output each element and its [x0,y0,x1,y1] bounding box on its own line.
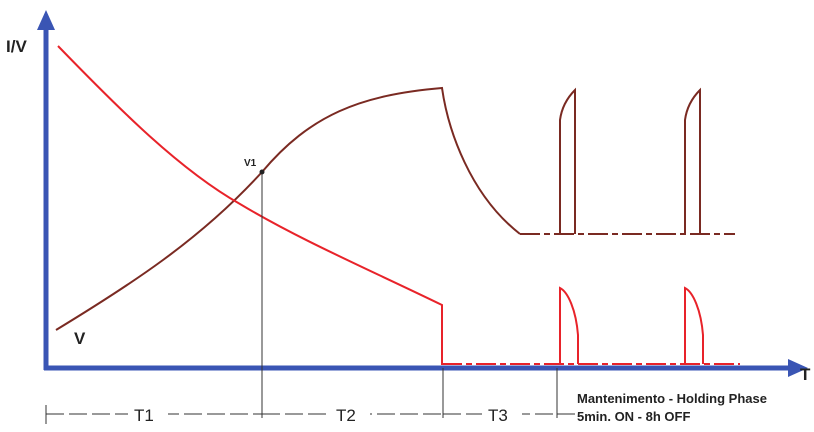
voltage-label: V [74,329,86,348]
v1-point [259,169,265,175]
v1-label: V1 [244,158,257,169]
holding-phase-title: Mantenimento - Holding Phase [577,391,767,406]
current-curve [57,45,443,365]
y-axis-label: I/V [6,37,27,56]
segment-label-t1: T1 [134,406,154,425]
x-axis-arrow [788,359,808,377]
current-pulse-1 [559,286,579,364]
voltage-curve [55,86,521,331]
x-axis-label: T [800,365,811,384]
y-axis-arrow [37,10,55,30]
voltage-pulse-2 [684,87,701,234]
holding-phase-schedule: 5min. ON - 8h OFF [577,409,690,424]
voltage-pulse-1 [559,87,576,234]
current-pulse-2 [684,286,704,364]
segment-label-t3: T3 [488,406,508,425]
segment-label-t2: T2 [336,406,356,425]
